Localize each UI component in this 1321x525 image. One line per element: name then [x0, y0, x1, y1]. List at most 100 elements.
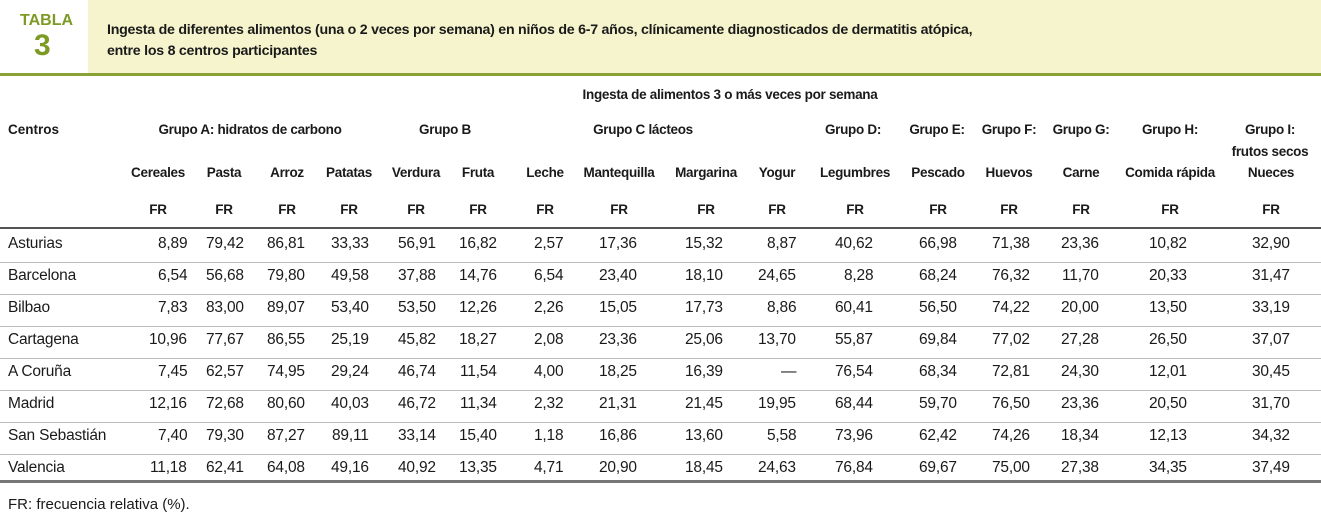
cell: 66,98	[919, 235, 957, 252]
row-label: Cartagena	[8, 331, 79, 348]
cell: 23,36	[599, 331, 637, 348]
cell: 53,40	[331, 299, 369, 316]
cell: 12,16	[149, 395, 187, 412]
cell: 21,45	[685, 395, 723, 412]
unit-header: FR	[1000, 202, 1018, 217]
row-label: Bilbao	[8, 299, 50, 316]
cell: 59,70	[919, 395, 957, 412]
column-header: Comida rápida	[1125, 165, 1215, 180]
cell: 80,60	[267, 395, 305, 412]
cell: 13,60	[685, 427, 723, 444]
unit-header: FR	[536, 202, 554, 217]
unit-header: FR	[697, 202, 715, 217]
cell: 33,14	[398, 427, 436, 444]
column-header: Margarina	[675, 165, 737, 180]
column-header: Leche	[526, 165, 564, 180]
label-box	[0, 0, 88, 74]
cell: 12,13	[1149, 427, 1187, 444]
cell: 13,50	[1149, 299, 1187, 316]
cell: 16,86	[599, 427, 637, 444]
cell: 2,32	[534, 395, 564, 412]
super-header: Ingesta de alimentos 3 o más veces por s…	[582, 87, 878, 102]
cell: 27,38	[1061, 459, 1099, 476]
group-header: Grupo E:	[909, 122, 965, 137]
column-header: Cereales	[131, 165, 185, 180]
cell: 86,55	[267, 331, 305, 348]
cell: 29,24	[331, 363, 369, 380]
cell: 83,00	[206, 299, 244, 316]
unit-header: FR	[469, 202, 487, 217]
group-header: Grupo I:	[1244, 122, 1296, 137]
cell: 33,33	[331, 235, 369, 252]
column-header: Legumbres	[819, 165, 891, 180]
cell: 18,45	[685, 459, 723, 476]
unit-header: FR	[846, 202, 864, 217]
cell: 21,31	[599, 395, 637, 412]
cell: 20,00	[1061, 299, 1099, 316]
row-label: Asturias	[8, 235, 63, 252]
unit-header: FR	[768, 202, 786, 217]
cell: 40,92	[398, 459, 436, 476]
cell: 11,18	[150, 459, 187, 476]
unit-header: FR	[215, 202, 233, 217]
row-label: Valencia	[8, 459, 65, 476]
cell: 56,91	[398, 235, 436, 252]
cell: 8,87	[767, 235, 797, 252]
cell: 20,50	[1149, 395, 1187, 412]
cell: 74,26	[992, 427, 1030, 444]
cell: 79,30	[206, 427, 244, 444]
cell: 89,11	[332, 427, 369, 444]
cell: 31,70	[1252, 395, 1290, 412]
column-header: Pescado	[911, 165, 965, 180]
cell: 5,58	[767, 427, 797, 444]
cell: 13,70	[758, 331, 796, 348]
row-label: San Sebastián	[8, 427, 107, 444]
cell: 4,71	[534, 459, 564, 476]
cell: 16,39	[685, 363, 723, 380]
cell: 20,90	[599, 459, 637, 476]
cell: 18,10	[685, 267, 723, 284]
cell: 11,70	[1062, 267, 1099, 284]
column-header: Nueces	[1247, 165, 1295, 180]
cell: 74,95	[267, 363, 305, 380]
cell: 16,82	[459, 235, 497, 252]
cell: 62,41	[206, 459, 244, 476]
cell: 30,45	[1252, 363, 1290, 380]
unit-header: FR	[407, 202, 425, 217]
cell: 17,36	[599, 235, 637, 252]
cell: 4,00	[534, 363, 564, 380]
cell: 2,26	[534, 299, 564, 316]
cell: 49,58	[331, 267, 369, 284]
cell: 24,63	[758, 459, 796, 476]
cell: 55,87	[835, 331, 873, 348]
cell: 18,27	[459, 331, 497, 348]
cell: 40,03	[331, 395, 369, 412]
cell: 23,36	[1061, 235, 1099, 252]
cell: 12,26	[459, 299, 497, 316]
cell: 75,00	[992, 459, 1030, 476]
cell: 24,65	[758, 267, 796, 284]
group-header: Grupo F:	[981, 122, 1037, 137]
unit-header: FR	[278, 202, 296, 217]
cell: 56,68	[206, 267, 244, 284]
cell: 11,34	[460, 395, 497, 412]
group-header: Grupo A: hidratos de carbono	[158, 122, 342, 137]
cell: 31,47	[1252, 267, 1290, 284]
cell: 77,67	[206, 331, 244, 348]
cell: 74,22	[992, 299, 1030, 316]
cell: 46,74	[398, 363, 436, 380]
cell: 86,81	[267, 235, 305, 252]
cell: 15,05	[599, 299, 637, 316]
column-header: Patatas	[326, 165, 372, 180]
cell: 25,19	[331, 331, 369, 348]
cell: 18,34	[1061, 427, 1099, 444]
cell: 79,42	[206, 235, 244, 252]
row-rule	[0, 326, 1321, 327]
cell: 25,06	[685, 331, 723, 348]
row-rule	[0, 262, 1321, 263]
unit-header: FR	[929, 202, 947, 217]
unit-header: FR	[1072, 202, 1090, 217]
cell: 49,16	[331, 459, 369, 476]
column-header: Carne	[1062, 165, 1100, 180]
group-header: Grupo C lácteos	[593, 122, 693, 137]
